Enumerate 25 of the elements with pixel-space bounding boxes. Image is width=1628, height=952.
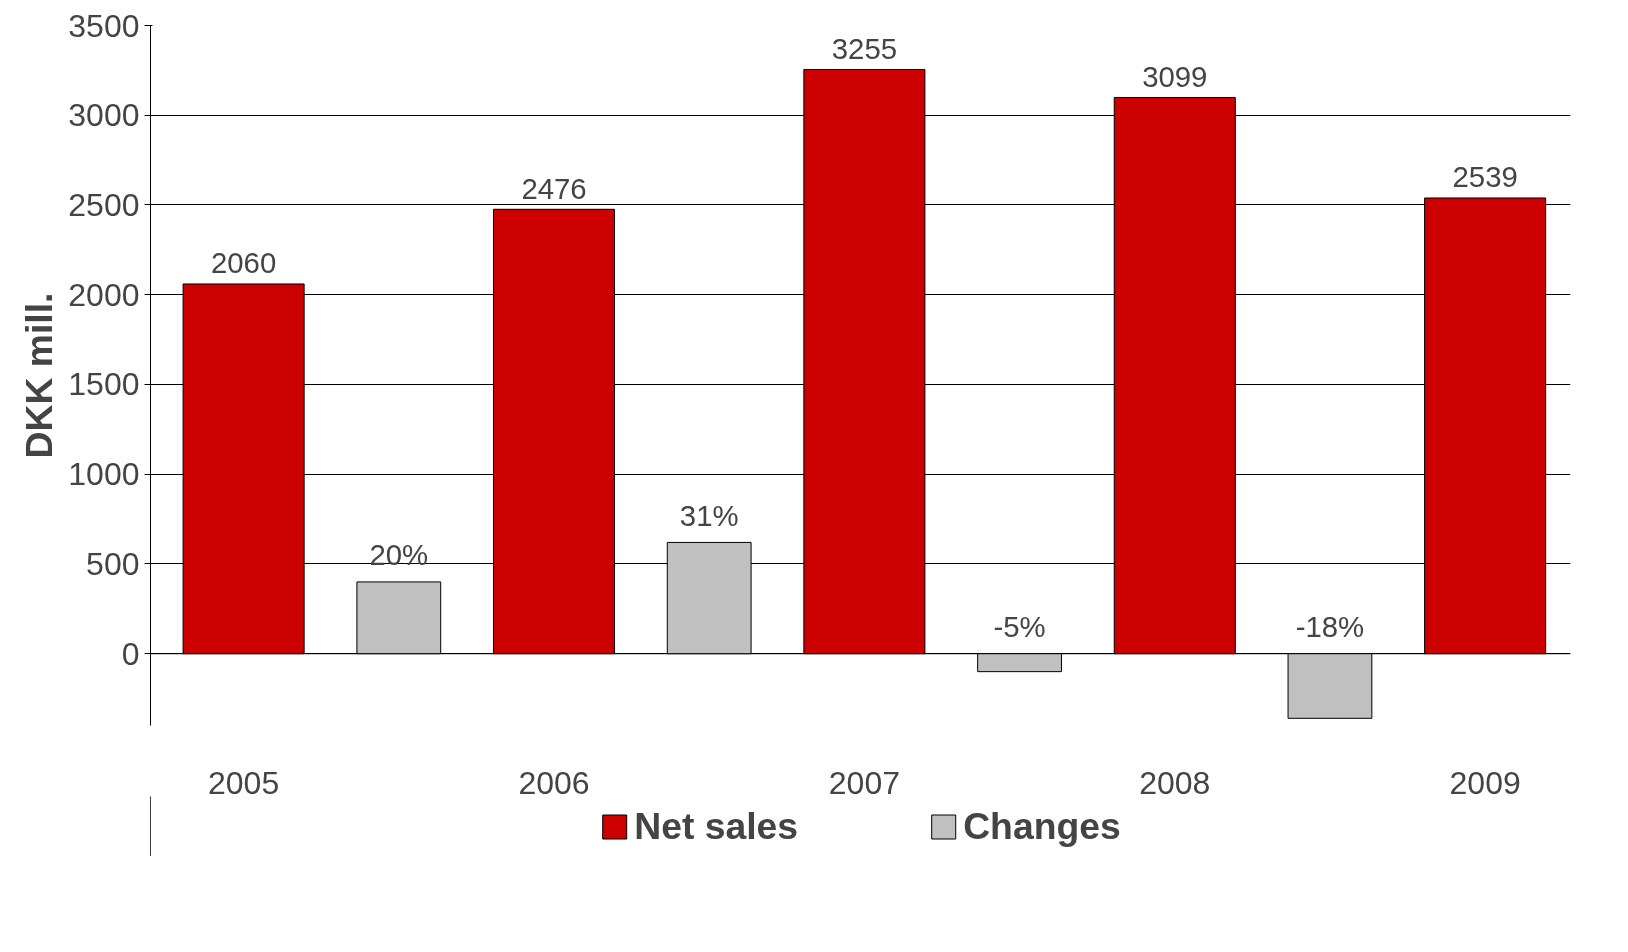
x-tick-label: 2009 <box>1449 764 1521 801</box>
x-tick-label: 2006 <box>518 764 590 801</box>
y-tick-label: 2000 <box>68 276 140 313</box>
x-tick-label: 2005 <box>208 764 280 801</box>
y-tick-label: 3000 <box>68 97 140 134</box>
y-tick-label: 1000 <box>68 456 140 493</box>
x-tick-label: 2008 <box>1139 764 1211 801</box>
data-label: 3099 <box>1142 59 1208 93</box>
y-tick-label: 0 <box>121 635 140 672</box>
data-label: 3255 <box>831 31 898 65</box>
y-tick-label: 3500 <box>68 7 140 44</box>
x-tick-label: 2007 <box>828 764 900 801</box>
y-tick-label: 2500 <box>68 186 140 223</box>
data-label: -5% <box>993 610 1046 644</box>
data-label: 2539 <box>1452 160 1518 194</box>
data-label: 2476 <box>521 171 587 205</box>
data-label: -18% <box>1295 610 1365 644</box>
data-label: 20% <box>369 538 429 572</box>
y-axis-title: DKK mill. <box>18 292 61 459</box>
y-tick-label: 1500 <box>68 366 140 403</box>
data-label: 2060 <box>210 246 277 280</box>
legend-label: Changes <box>963 804 1121 848</box>
y-tick-label: 500 <box>86 545 140 582</box>
legend-label: Net sales <box>634 804 799 848</box>
data-label: 31% <box>679 498 739 532</box>
